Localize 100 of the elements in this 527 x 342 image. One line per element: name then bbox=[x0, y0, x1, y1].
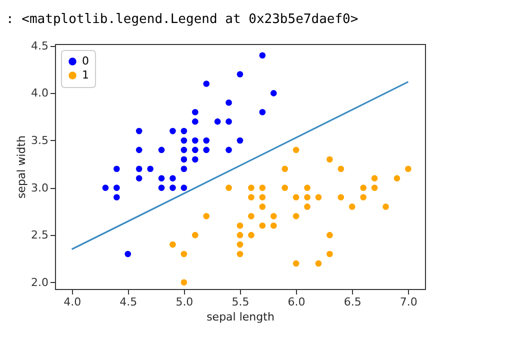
point bbox=[226, 99, 232, 106]
point bbox=[270, 222, 277, 229]
point bbox=[304, 184, 310, 191]
point bbox=[292, 260, 300, 267]
y-tick-label: 4.0 bbox=[31, 86, 48, 100]
point bbox=[326, 156, 333, 163]
point bbox=[158, 184, 165, 191]
point bbox=[114, 166, 120, 172]
point bbox=[203, 80, 210, 87]
y-tick-label: 3.5 bbox=[31, 134, 48, 147]
point bbox=[270, 213, 277, 220]
point bbox=[180, 137, 188, 144]
point bbox=[192, 118, 198, 125]
point bbox=[282, 166, 288, 172]
point bbox=[405, 166, 412, 172]
x-tick-label: 4.0 bbox=[64, 296, 82, 308]
point bbox=[136, 146, 142, 154]
point bbox=[180, 279, 188, 286]
point bbox=[180, 184, 188, 191]
point bbox=[180, 250, 188, 258]
point bbox=[282, 184, 288, 191]
point bbox=[371, 184, 378, 191]
point bbox=[270, 90, 277, 96]
point bbox=[124, 250, 132, 258]
point bbox=[348, 204, 356, 210]
point bbox=[304, 204, 310, 210]
x-tick-label: 6.5 bbox=[344, 296, 362, 308]
point bbox=[170, 241, 176, 248]
point bbox=[248, 194, 254, 200]
point bbox=[236, 222, 244, 229]
point bbox=[192, 156, 198, 163]
point bbox=[259, 108, 266, 116]
point bbox=[214, 118, 221, 125]
point bbox=[248, 184, 254, 191]
point bbox=[180, 156, 188, 163]
point bbox=[136, 128, 142, 134]
y-tick-label: 4.5 bbox=[31, 39, 48, 52]
point bbox=[236, 241, 244, 248]
x-tick-label: 5.5 bbox=[232, 296, 250, 308]
point bbox=[236, 232, 244, 238]
point bbox=[226, 146, 232, 154]
point bbox=[170, 184, 176, 191]
point bbox=[338, 194, 344, 200]
point bbox=[315, 260, 322, 267]
point bbox=[192, 146, 198, 154]
point bbox=[236, 250, 244, 258]
point bbox=[338, 166, 344, 172]
point bbox=[136, 166, 142, 172]
y-tick-label: 3.0 bbox=[31, 181, 48, 194]
point bbox=[192, 108, 198, 116]
point bbox=[114, 194, 120, 200]
point bbox=[147, 166, 154, 172]
point bbox=[315, 194, 322, 200]
point bbox=[136, 175, 142, 182]
point bbox=[382, 204, 389, 210]
text: : <matplotlib.legend.Legend at 0x23b5e7daef0> bbox=[5, 11, 360, 29]
point bbox=[114, 184, 120, 191]
point bbox=[360, 194, 366, 200]
x-axis-title: sepal length bbox=[206, 310, 274, 324]
point bbox=[236, 71, 244, 78]
point bbox=[304, 194, 310, 200]
point bbox=[203, 213, 210, 220]
point bbox=[180, 146, 188, 154]
x-tick-label: 6.0 bbox=[288, 296, 306, 308]
point bbox=[248, 213, 254, 220]
point bbox=[236, 137, 244, 144]
point bbox=[292, 194, 300, 200]
point bbox=[326, 250, 333, 258]
point bbox=[170, 175, 176, 182]
point bbox=[203, 137, 210, 144]
point bbox=[170, 128, 176, 134]
point bbox=[259, 194, 266, 200]
point bbox=[326, 232, 333, 238]
point bbox=[192, 232, 198, 238]
point bbox=[360, 184, 366, 191]
y-axis-title: sepal width bbox=[15, 135, 28, 199]
point bbox=[158, 146, 165, 154]
point bbox=[102, 184, 109, 191]
point bbox=[226, 118, 232, 125]
point bbox=[259, 184, 266, 191]
x-tick-label: 5.0 bbox=[176, 296, 194, 308]
point bbox=[394, 175, 400, 182]
point bbox=[292, 213, 300, 220]
point bbox=[158, 175, 165, 182]
x-tick-label: 7.0 bbox=[400, 296, 418, 308]
point bbox=[259, 52, 266, 59]
point bbox=[180, 128, 188, 134]
point bbox=[180, 166, 188, 172]
point bbox=[203, 146, 210, 154]
point bbox=[259, 204, 266, 210]
point bbox=[226, 184, 232, 191]
y-tick-label: 2.0 bbox=[31, 276, 48, 289]
legend-label: 0 bbox=[82, 54, 89, 68]
point bbox=[248, 232, 254, 238]
point bbox=[292, 146, 300, 154]
x-tick-label: 4.5 bbox=[120, 296, 138, 308]
point bbox=[259, 222, 266, 229]
point bbox=[371, 175, 378, 182]
y-tick-label: 2.5 bbox=[31, 228, 48, 242]
point bbox=[192, 137, 198, 144]
